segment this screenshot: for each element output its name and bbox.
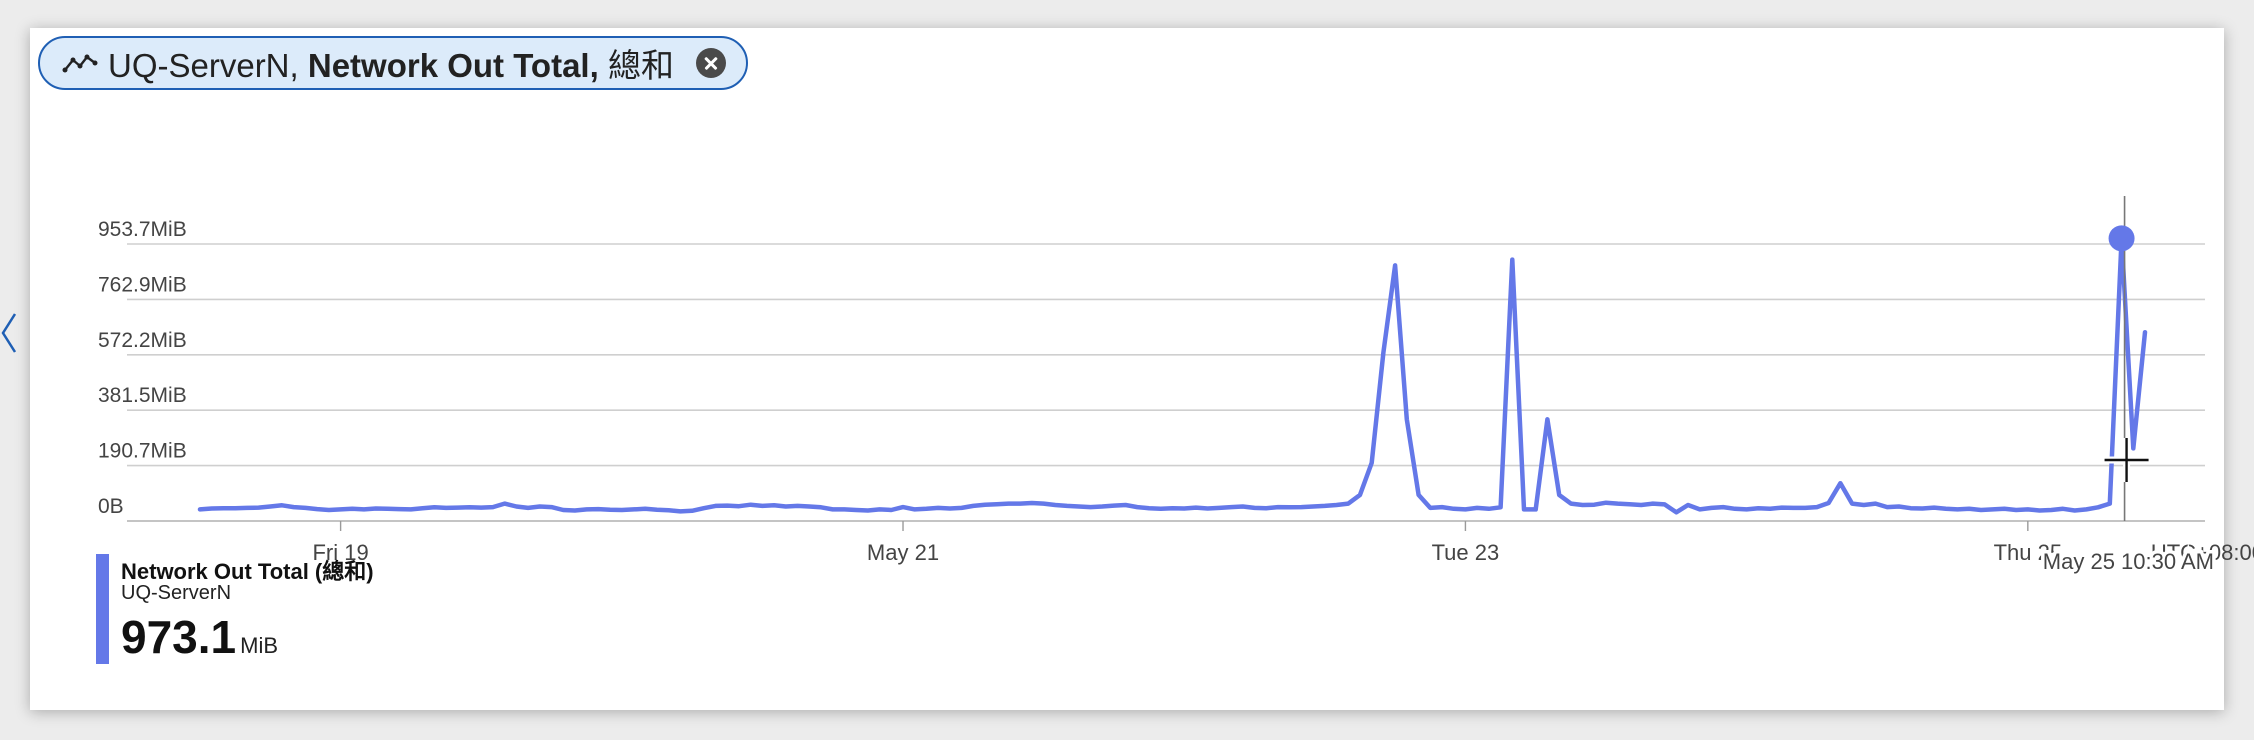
legend-resource: UQ-ServerN [121, 582, 232, 604]
x-tick-label: May 21 [867, 540, 939, 565]
chip-label: UQ-ServerN, Network Out Total, 總和 [108, 39, 674, 87]
y-tick-label: 953.7MiB [98, 218, 187, 241]
chevron-left-icon[interactable] [0, 310, 18, 356]
series-line[interactable] [197, 236, 2148, 515]
chip-metric: Network Out Total, [307, 47, 599, 84]
x-tick-label: Thu 25 [1994, 540, 2063, 565]
hover-point[interactable] [2108, 225, 2135, 252]
y-tick-label: 0B [98, 495, 124, 518]
close-circle-icon[interactable] [695, 48, 726, 78]
legend-unit: MiB [240, 633, 279, 658]
legend-series-title: Network Out Total (總和) [121, 559, 374, 584]
y-tick-label: 381.5MiB [98, 384, 187, 407]
chip-resource: UQ-ServerN, [108, 47, 299, 84]
crosshair-cursor-icon [2104, 438, 2149, 482]
line-chart-icon [62, 54, 98, 73]
x-tick-label: Fri 19 [312, 540, 368, 565]
metric-chip[interactable]: UQ-ServerN, Network Out Total, 總和 [38, 36, 748, 90]
y-tick-label: 190.7MiB [98, 440, 187, 463]
legend-value-row: 973.1 MiB [121, 610, 278, 664]
x-tick-label: Tue 23 [1432, 540, 1500, 565]
legend-value: 973.1 [121, 611, 237, 663]
chip-aggregation: 總和 [607, 47, 674, 84]
y-tick-label: 572.2MiB [98, 329, 187, 352]
legend-color-bar [96, 554, 109, 664]
timezone-label: UTC+08:00 [2151, 540, 2254, 565]
y-tick-label: 762.9MiB [98, 273, 187, 296]
chart-card [30, 28, 2224, 710]
hover-time-label: May 25 10:30 AM [2043, 549, 2214, 574]
